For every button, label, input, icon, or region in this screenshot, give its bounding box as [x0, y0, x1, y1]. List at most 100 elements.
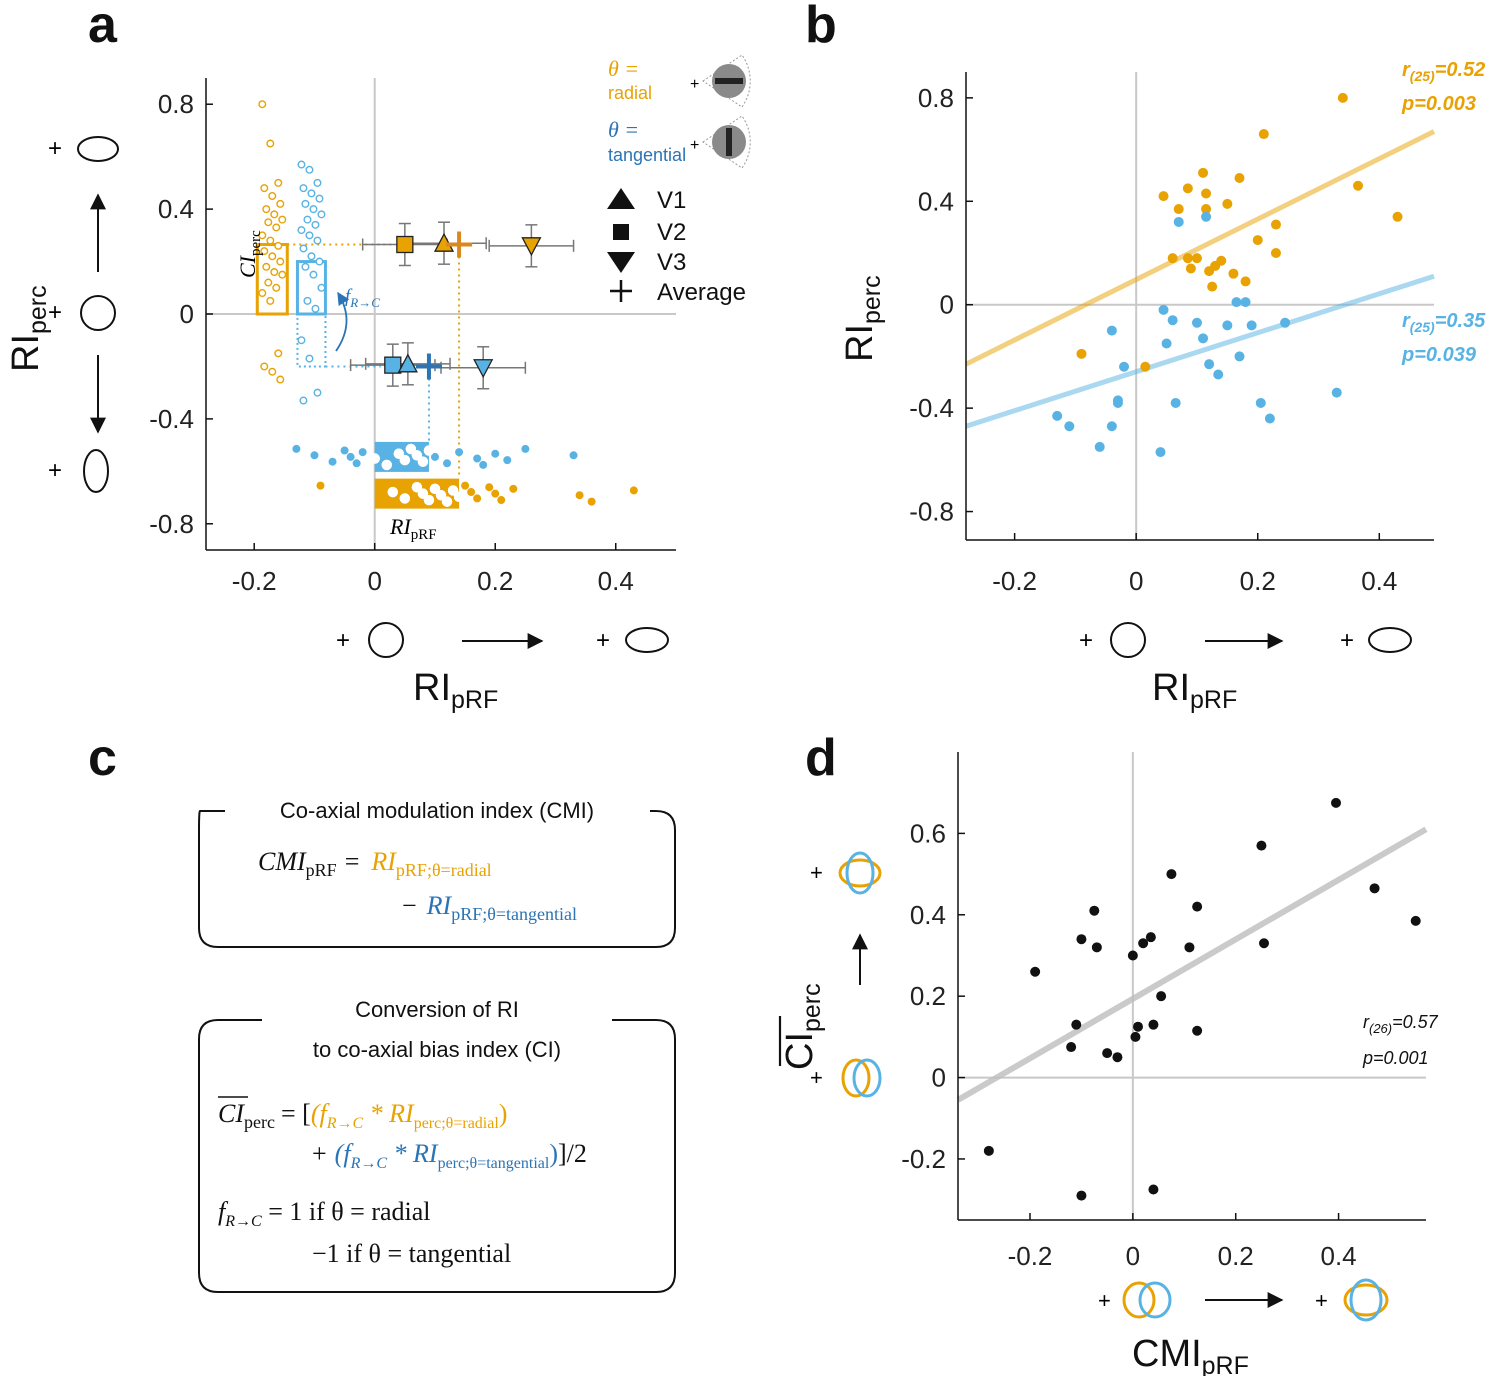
panel-b-radial-r: r(25)=0.52 — [1402, 59, 1485, 84]
point-tangential — [1094, 441, 1105, 452]
cmi-equation-line2: − RIpRF;θ=tangential — [402, 891, 577, 924]
prf-point-in-bar — [393, 448, 405, 459]
perc-point-tangential — [305, 165, 314, 174]
panel-c: Co-axial modulation index (CMI) CMIpRF = R… — [198, 798, 676, 1293]
point-radial — [1167, 253, 1178, 264]
point-radial — [1337, 92, 1348, 103]
a-x-tick-label: 0.2 — [477, 566, 513, 596]
prf-point-in-bar — [399, 454, 411, 466]
point-radial — [1201, 204, 1212, 215]
f-definition-line2: −1 if θ = tangential — [312, 1239, 511, 1268]
a-x-tick-label: -0.2 — [232, 566, 277, 596]
point-radial — [1258, 129, 1269, 140]
b-y-tick-label: -0.8 — [909, 497, 954, 527]
svg-text:+: + — [596, 627, 610, 654]
panel-d-y-axis-title: CIperc — [779, 983, 826, 1070]
data-point — [1145, 932, 1156, 943]
panel-d-x-ticks: -0.2 0 0.2 0.4 — [1008, 1213, 1357, 1271]
prf-point-in-bar — [411, 482, 423, 493]
perc-point-tangential — [297, 336, 306, 345]
ri-prf-label: RIpRF — [389, 514, 437, 543]
svg-text:+: + — [690, 76, 699, 93]
ci-equation-line2: + (fR→C * RIperc;θ=tangential)]/2 — [312, 1139, 587, 1172]
data-point — [1076, 1190, 1087, 1201]
prf-point-in-bar — [381, 459, 392, 471]
panel-a-y-ticks: 0.8 0.4 0 -0.4 -0.8 — [149, 89, 213, 539]
legend-plus-icon — [610, 280, 632, 302]
perc-point-radial — [278, 215, 287, 224]
point-tangential — [1112, 397, 1123, 408]
panel-b-x-ticks: -0.2 0 0.2 0.4 — [992, 533, 1397, 596]
f-definition-line1: fR→C = 1 if θ = radial — [218, 1197, 431, 1230]
perc-point-radial — [260, 184, 269, 193]
svg-text:+: + — [336, 627, 350, 654]
a-y-tick-label: 0.8 — [158, 89, 194, 119]
perc-point-tangential — [307, 252, 316, 261]
ci-perc-label: CIperc — [235, 230, 264, 278]
perc-point-radial — [264, 278, 273, 287]
prf-point-tangential — [310, 451, 319, 460]
point-tangential — [1167, 315, 1178, 326]
radial-stimulus-icon: + — [690, 54, 751, 108]
d-y-tick-label: 0.2 — [910, 981, 946, 1011]
prf-point-radial — [509, 484, 518, 493]
panel-d-zero-lines — [958, 752, 1426, 1220]
prf-point-tangential — [292, 444, 301, 453]
perc-point-tangential — [311, 220, 320, 229]
point-radial — [1234, 173, 1245, 184]
panel-a-points — [258, 100, 638, 507]
prf-point-in-bar — [435, 490, 447, 501]
panel-b-fit-lines — [964, 129, 1436, 429]
prf-point-in-bar — [411, 450, 423, 461]
point-tangential — [1246, 320, 1257, 331]
point-radial — [1222, 198, 1233, 209]
fit-line-tangential — [965, 273, 1435, 429]
point-tangential — [1155, 447, 1166, 458]
prf-point-radial — [316, 481, 325, 490]
perc-point-radial — [258, 289, 267, 298]
panel-a-x-axis-title: RIpRF — [413, 667, 498, 714]
a-y-tick-label: 0 — [180, 299, 194, 329]
point-radial — [1270, 247, 1281, 258]
point-tangential — [1052, 410, 1063, 421]
legend-v3: V3 — [657, 249, 686, 276]
perc-point-tangential — [305, 354, 314, 363]
data-point — [1089, 905, 1100, 916]
legend-v1: V1 — [657, 187, 686, 214]
data-point — [1369, 883, 1380, 894]
point-radial — [1201, 188, 1212, 199]
b-y-tick-label: 0 — [940, 290, 954, 320]
d-y-tick-label: -0.2 — [901, 1144, 946, 1174]
point-radial — [1140, 361, 1151, 372]
data-point — [1102, 1048, 1113, 1059]
perc-point-radial — [274, 349, 283, 358]
prf-point-in-bar — [369, 453, 380, 464]
data-point — [1091, 942, 1102, 953]
data-point — [1148, 1184, 1159, 1195]
prf-point-tangential — [328, 457, 337, 466]
point-tangential — [1064, 421, 1075, 432]
point-tangential — [1264, 413, 1275, 424]
perc-point-radial — [270, 210, 279, 219]
perc-point-tangential — [315, 257, 324, 266]
a-y-tick-label: 0.4 — [158, 194, 194, 224]
marker-v1-tangential — [397, 353, 418, 373]
data-point — [1127, 950, 1138, 961]
data-point — [983, 1145, 994, 1156]
data-point — [1192, 1025, 1203, 1036]
f-conversion-arrow — [335, 291, 350, 352]
point-radial — [1198, 167, 1209, 178]
a-y-tick-label: -0.4 — [149, 404, 194, 434]
perc-point-tangential — [299, 396, 308, 405]
d-x-tick-label: 0.2 — [1218, 1241, 1254, 1271]
panel-a-x-ticks: -0.2 0 0.2 0.4 — [232, 543, 634, 596]
point-radial — [1270, 219, 1281, 230]
point-tangential — [1231, 297, 1242, 308]
perc-point-radial — [260, 362, 269, 371]
point-radial — [1207, 281, 1218, 292]
legend-average: Average — [657, 279, 746, 306]
prf-point-radial — [629, 486, 638, 495]
svg-text:+: + — [810, 860, 823, 885]
prf-point-tangential — [352, 459, 361, 468]
svg-text:+: + — [1079, 627, 1093, 654]
